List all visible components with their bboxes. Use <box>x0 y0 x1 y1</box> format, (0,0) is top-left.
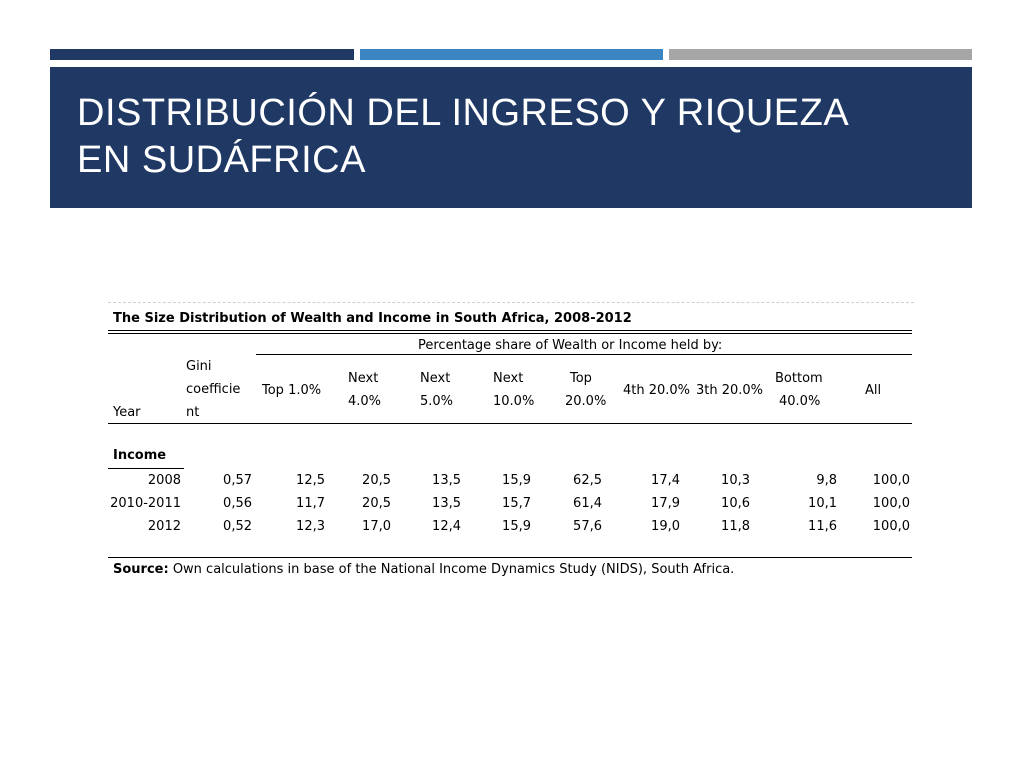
accent-stripe-gray <box>669 49 972 60</box>
cell-next5: 13,5 <box>432 496 461 511</box>
slide-title-line1: DISTRIBUCIÓN DEL INGRESO Y RIQUEZA <box>77 92 850 134</box>
header-gini-3: nt <box>186 405 200 420</box>
cell-next4: 20,5 <box>362 473 391 488</box>
header-bottom-2: 40.0% <box>779 394 821 409</box>
cell-top20: 57,6 <box>573 519 602 534</box>
cell-all: 100,0 <box>872 496 910 511</box>
cell-next10: 15,9 <box>502 519 531 534</box>
cell-bottom: 11,6 <box>808 519 837 534</box>
section-label-income: Income <box>113 448 167 463</box>
dotted-gridline <box>108 302 914 303</box>
header-next5-1: Next <box>420 371 451 386</box>
header-next10-1: Next <box>493 371 524 386</box>
cell-gini: 0,56 <box>223 496 252 511</box>
wealth-income-table: The Size Distribution of Wealth and Inco… <box>108 298 914 588</box>
header-4th: 4th 20.0% <box>623 383 691 398</box>
section-label-underline <box>108 468 184 469</box>
cell-year: 2012 <box>147 519 181 534</box>
cell-3th: 11,8 <box>721 519 750 534</box>
cell-next4: 20,5 <box>362 496 391 511</box>
header-3th: 3th 20.0% <box>696 383 764 398</box>
table-source: Source: Own calculations in base of the … <box>113 562 734 577</box>
cell-top20: 61,4 <box>573 496 602 511</box>
cell-4th: 19,0 <box>651 519 680 534</box>
cell-next10: 15,7 <box>502 496 531 511</box>
cell-top1: 12,3 <box>296 519 325 534</box>
header-bottom-1: Bottom <box>775 371 823 386</box>
table-rule <box>108 330 912 331</box>
cell-gini: 0,52 <box>223 519 252 534</box>
cell-3th: 10,3 <box>721 473 750 488</box>
cell-next10: 15,9 <box>502 473 531 488</box>
cell-top1: 12,5 <box>296 473 325 488</box>
accent-stripe-dark <box>50 49 354 60</box>
header-top20-1: Top <box>570 371 592 386</box>
cell-4th: 17,9 <box>651 496 680 511</box>
cell-gini: 0,57 <box>223 473 252 488</box>
table-rule <box>108 333 912 334</box>
cell-all: 100,0 <box>872 473 910 488</box>
accent-stripe-blue <box>360 49 663 60</box>
title-banner: DISTRIBUCIÓN DEL INGRESO Y RIQUEZA EN SU… <box>50 67 972 208</box>
cell-next4: 17,0 <box>362 519 391 534</box>
cell-top1: 11,7 <box>296 496 325 511</box>
header-next5-2: 5.0% <box>420 394 454 409</box>
table-title: The Size Distribution of Wealth and Inco… <box>113 311 632 326</box>
cell-year: 2010-2011 <box>110 496 181 511</box>
cell-3th: 10,6 <box>721 496 750 511</box>
header-gini-2: coefficie <box>186 382 241 397</box>
group-header: Percentage share of Wealth or Income hel… <box>418 338 723 353</box>
header-next4-2: 4.0% <box>348 394 382 409</box>
cell-next5: 12,4 <box>432 519 461 534</box>
group-header-rule <box>256 354 912 355</box>
header-top20-2: 20.0% <box>565 394 607 409</box>
cell-all: 100,0 <box>872 519 910 534</box>
cell-year: 2008 <box>147 473 181 488</box>
header-next4-1: Next <box>348 371 379 386</box>
table-footer-rule <box>108 557 912 558</box>
cell-top20: 62,5 <box>573 473 602 488</box>
source-text: Own calculations in base of the National… <box>168 562 735 577</box>
cell-bottom: 9,8 <box>816 473 837 488</box>
header-year: Year <box>113 405 141 420</box>
cell-bottom: 10,1 <box>808 496 837 511</box>
header-bottom-rule <box>108 423 912 424</box>
header-all: All <box>865 383 882 398</box>
header-gini-1: Gini <box>186 359 212 374</box>
header-next10-2: 10.0% <box>493 394 535 409</box>
cell-4th: 17,4 <box>651 473 680 488</box>
slide-title: DISTRIBUCIÓN DEL INGRESO Y RIQUEZA EN SU… <box>77 90 957 184</box>
slide-title-line2: EN SUDÁFRICA <box>77 139 366 181</box>
cell-next5: 13,5 <box>432 473 461 488</box>
source-label: Source: <box>113 562 169 577</box>
header-top1: Top 1.0% <box>262 383 322 398</box>
